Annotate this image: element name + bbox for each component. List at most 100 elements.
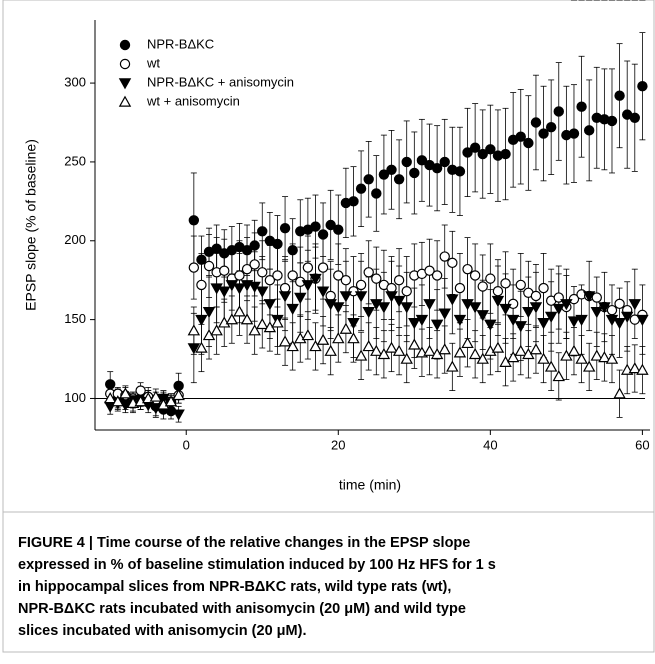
data-point — [241, 245, 253, 256]
data-point — [339, 291, 353, 303]
data-point — [202, 306, 216, 319]
data-point — [462, 147, 473, 158]
data-point — [530, 117, 542, 128]
data-point — [453, 346, 467, 358]
data-point — [302, 262, 314, 273]
data-point — [476, 310, 489, 322]
data-point — [278, 335, 292, 347]
data-point — [538, 282, 549, 294]
data-point — [431, 163, 443, 174]
data-point — [506, 314, 520, 327]
data-point — [438, 343, 451, 355]
data-point — [392, 295, 406, 308]
data-point — [371, 273, 382, 284]
data-point — [393, 174, 405, 185]
data-point — [613, 318, 626, 330]
data-point — [591, 292, 602, 303]
data-point — [614, 90, 625, 101]
data-point — [605, 352, 619, 364]
data-point — [469, 142, 481, 153]
data-point — [469, 270, 481, 281]
x-tick-label: 20 — [331, 437, 345, 452]
data-point — [362, 339, 375, 352]
data-point — [537, 318, 550, 330]
x-tick-label: 40 — [483, 437, 497, 452]
data-point — [484, 319, 497, 331]
data-point — [636, 363, 649, 375]
data-point — [355, 279, 367, 291]
data-point — [135, 385, 146, 396]
data-point — [500, 148, 511, 160]
data-point — [233, 305, 246, 317]
data-point — [210, 324, 223, 336]
data-point — [347, 332, 360, 344]
data-point — [446, 360, 459, 372]
data-point — [103, 392, 117, 404]
data-point — [620, 311, 634, 323]
data-point — [257, 226, 268, 237]
data-point — [287, 270, 298, 281]
caption-line: expressed in % of baseline stimulation i… — [18, 557, 496, 573]
data-point — [614, 298, 625, 310]
data-point — [552, 303, 565, 316]
data-point — [628, 362, 642, 374]
data-point — [401, 156, 412, 168]
data-point — [485, 273, 496, 284]
data-point — [598, 351, 611, 363]
data-point — [370, 344, 383, 356]
data-point — [523, 137, 534, 149]
data-point — [188, 262, 200, 273]
legend-label: NPR-BΔKC + anisomycin — [147, 74, 294, 89]
data-point — [257, 267, 268, 278]
data-point — [575, 352, 588, 364]
data-point — [363, 174, 374, 185]
data-point — [409, 167, 420, 179]
data-point — [316, 286, 330, 298]
data-point — [256, 286, 269, 298]
legend-label: NPR-BΔKC — [147, 36, 214, 51]
data-point — [628, 299, 642, 311]
y-axis-label: EPSP slope (% of baseline) — [23, 139, 39, 311]
data-point — [545, 122, 557, 133]
data-point — [195, 314, 208, 327]
data-point — [119, 387, 132, 399]
data-point — [309, 339, 322, 352]
data-point — [423, 344, 436, 356]
data-point — [430, 319, 444, 331]
data-point — [348, 196, 359, 207]
data-point — [378, 169, 390, 180]
data-point — [514, 344, 527, 356]
data-point — [538, 128, 549, 139]
data-point — [362, 306, 375, 319]
data-point — [309, 273, 322, 286]
data-point — [582, 360, 596, 372]
y-tick-label: 100 — [64, 390, 86, 405]
data-point — [568, 128, 580, 139]
data-point — [241, 263, 253, 275]
data-point — [172, 409, 185, 421]
data-point — [439, 156, 450, 168]
data-point — [582, 291, 596, 303]
data-point — [468, 302, 482, 314]
data-point — [272, 270, 283, 281]
y-tick-label: 150 — [64, 311, 86, 326]
data-point — [515, 131, 526, 142]
data-point — [613, 387, 626, 399]
data-point — [287, 245, 298, 256]
data-point — [522, 306, 535, 319]
data-point — [317, 262, 329, 273]
data-point — [629, 112, 640, 123]
data-point — [606, 115, 618, 127]
data-point — [248, 324, 261, 336]
data-point — [354, 291, 368, 303]
data-point — [196, 279, 207, 291]
data-point — [249, 259, 260, 270]
legend-label: wt — [146, 55, 160, 70]
data-point — [400, 302, 413, 314]
data-point — [408, 318, 421, 330]
caption-line: FIGURE 4 | Time course of the relative c… — [18, 535, 470, 551]
data-point — [416, 155, 428, 166]
data-point — [164, 395, 178, 407]
data-point — [567, 344, 581, 356]
data-point — [271, 316, 284, 328]
